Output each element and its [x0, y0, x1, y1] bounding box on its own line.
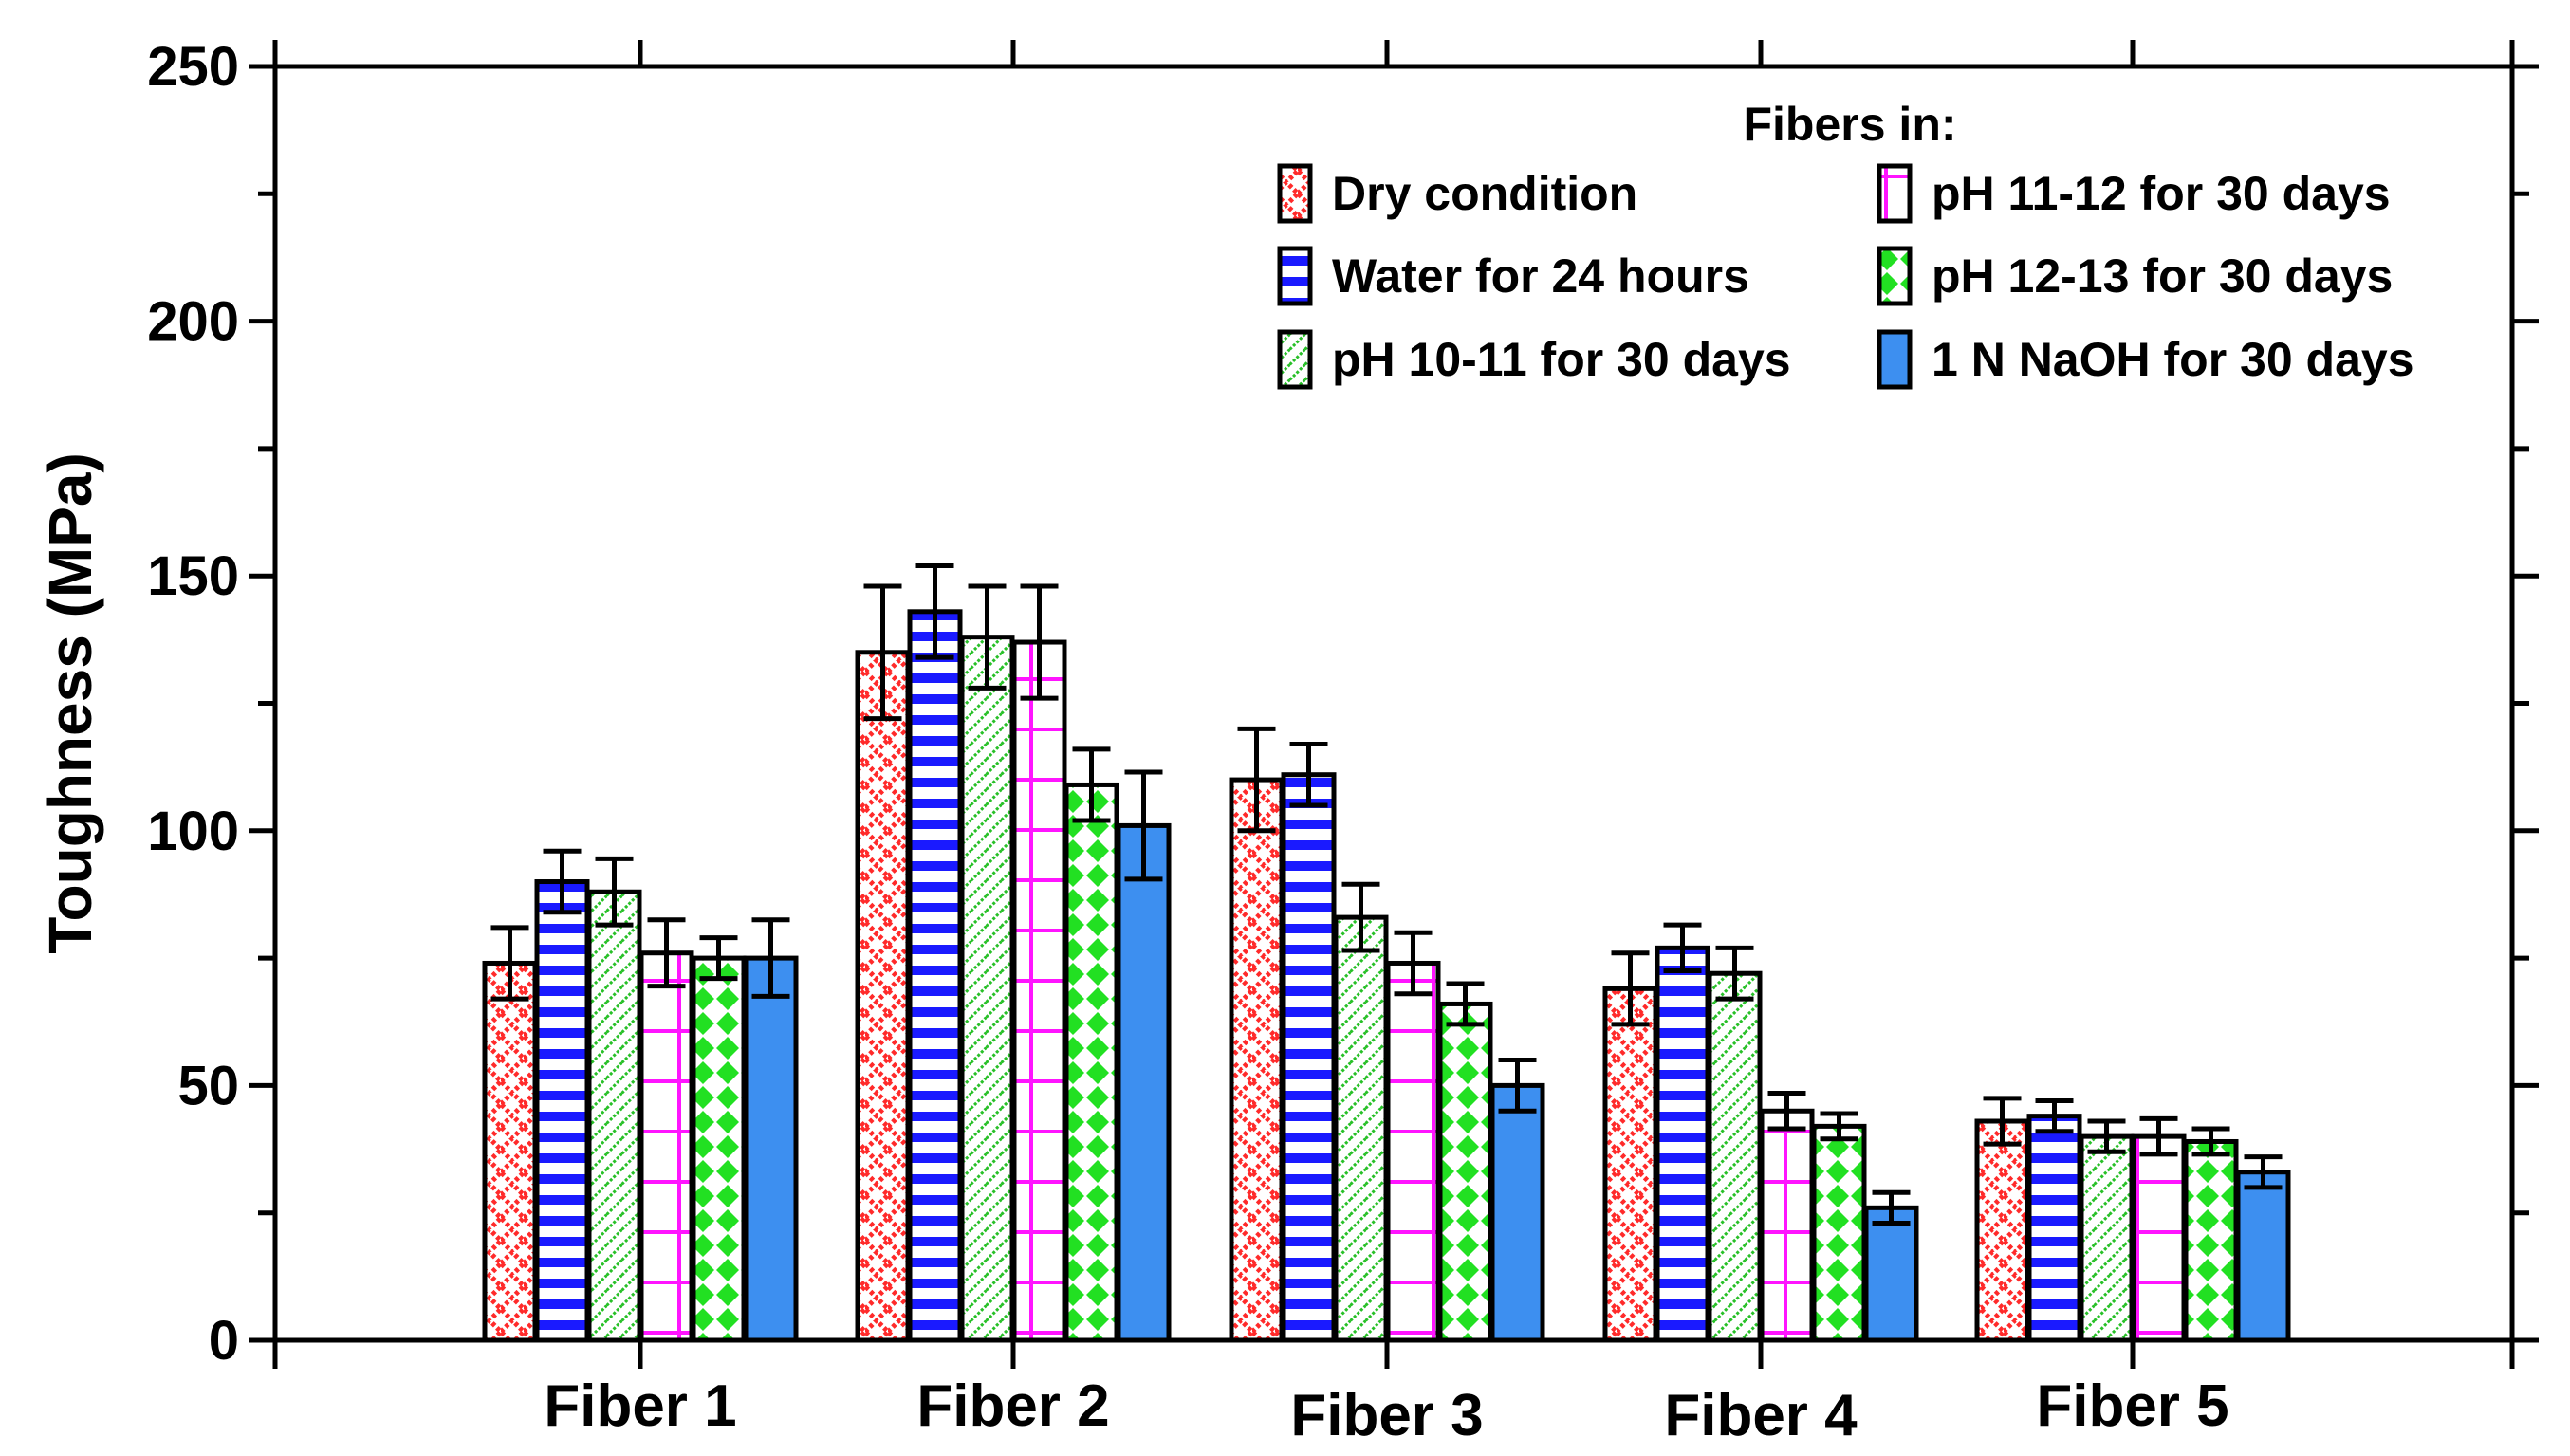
bar — [1655, 945, 1710, 1343]
bar — [482, 960, 538, 1343]
bar — [1281, 772, 1337, 1343]
bar — [2131, 1133, 2187, 1343]
legend-label: Water for 24 hours — [1332, 249, 1749, 303]
x-category-label: Fiber 5 — [2036, 1373, 2228, 1439]
x-category-label: Fiber 4 — [1664, 1383, 1858, 1448]
legend-swatch — [1877, 246, 1913, 306]
legend-swatch — [1277, 246, 1313, 306]
bar — [534, 879, 590, 1343]
legend: Fibers in: Dry condition Water for 24 hour… — [1277, 98, 2414, 390]
bar — [586, 889, 642, 1343]
legend-swatch — [1277, 329, 1313, 390]
bar — [1863, 1205, 1919, 1343]
y-tick-label: 100 — [147, 801, 239, 862]
legend-label: pH 10-11 for 30 days — [1332, 333, 1791, 386]
bar — [1437, 1001, 1493, 1343]
x-category-label: Fiber 3 — [1290, 1383, 1483, 1448]
bar — [1974, 1118, 2030, 1343]
legend-swatch — [1877, 329, 1913, 390]
legend-label: pH 12-13 for 30 days — [1932, 249, 2393, 303]
bar — [959, 635, 1015, 1343]
y-tick-label: 50 — [177, 1055, 239, 1116]
legend-swatch — [1277, 163, 1313, 224]
bar — [1116, 822, 1172, 1343]
bar — [1229, 777, 1285, 1343]
bar — [1811, 1123, 1867, 1343]
bar — [1333, 914, 1389, 1343]
bar — [1489, 1082, 1545, 1343]
y-axis-label: Toughness (MPa) — [36, 452, 104, 954]
bar — [1707, 970, 1763, 1343]
legend-swatch — [1877, 163, 1913, 224]
bar — [907, 609, 963, 1343]
bar — [638, 950, 694, 1343]
bar — [691, 955, 747, 1343]
x-category-label: Fiber 2 — [916, 1373, 1109, 1439]
bar — [2235, 1170, 2291, 1343]
bar — [1011, 639, 1067, 1343]
x-category-label: Fiber 1 — [544, 1373, 736, 1439]
legend-label: Dry condition — [1332, 167, 1637, 220]
legend-label: 1 N NaOH for 30 days — [1932, 333, 2414, 386]
bar — [1759, 1108, 1815, 1343]
y-tick-label: 200 — [147, 291, 239, 353]
y-tick-label: 250 — [147, 36, 239, 98]
bar — [1602, 986, 1658, 1343]
legend-label: pH 11-12 for 30 days — [1932, 167, 2391, 220]
bar — [2026, 1114, 2082, 1343]
y-tick-label: 0 — [209, 1310, 239, 1372]
bar — [1385, 960, 1441, 1343]
bar — [2183, 1138, 2239, 1343]
bar — [1063, 782, 1119, 1343]
legend-title: Fibers in: — [1743, 98, 1956, 151]
bar — [855, 650, 911, 1343]
bar — [2079, 1133, 2135, 1343]
y-tick-label: 150 — [147, 545, 239, 607]
bar — [743, 955, 799, 1343]
